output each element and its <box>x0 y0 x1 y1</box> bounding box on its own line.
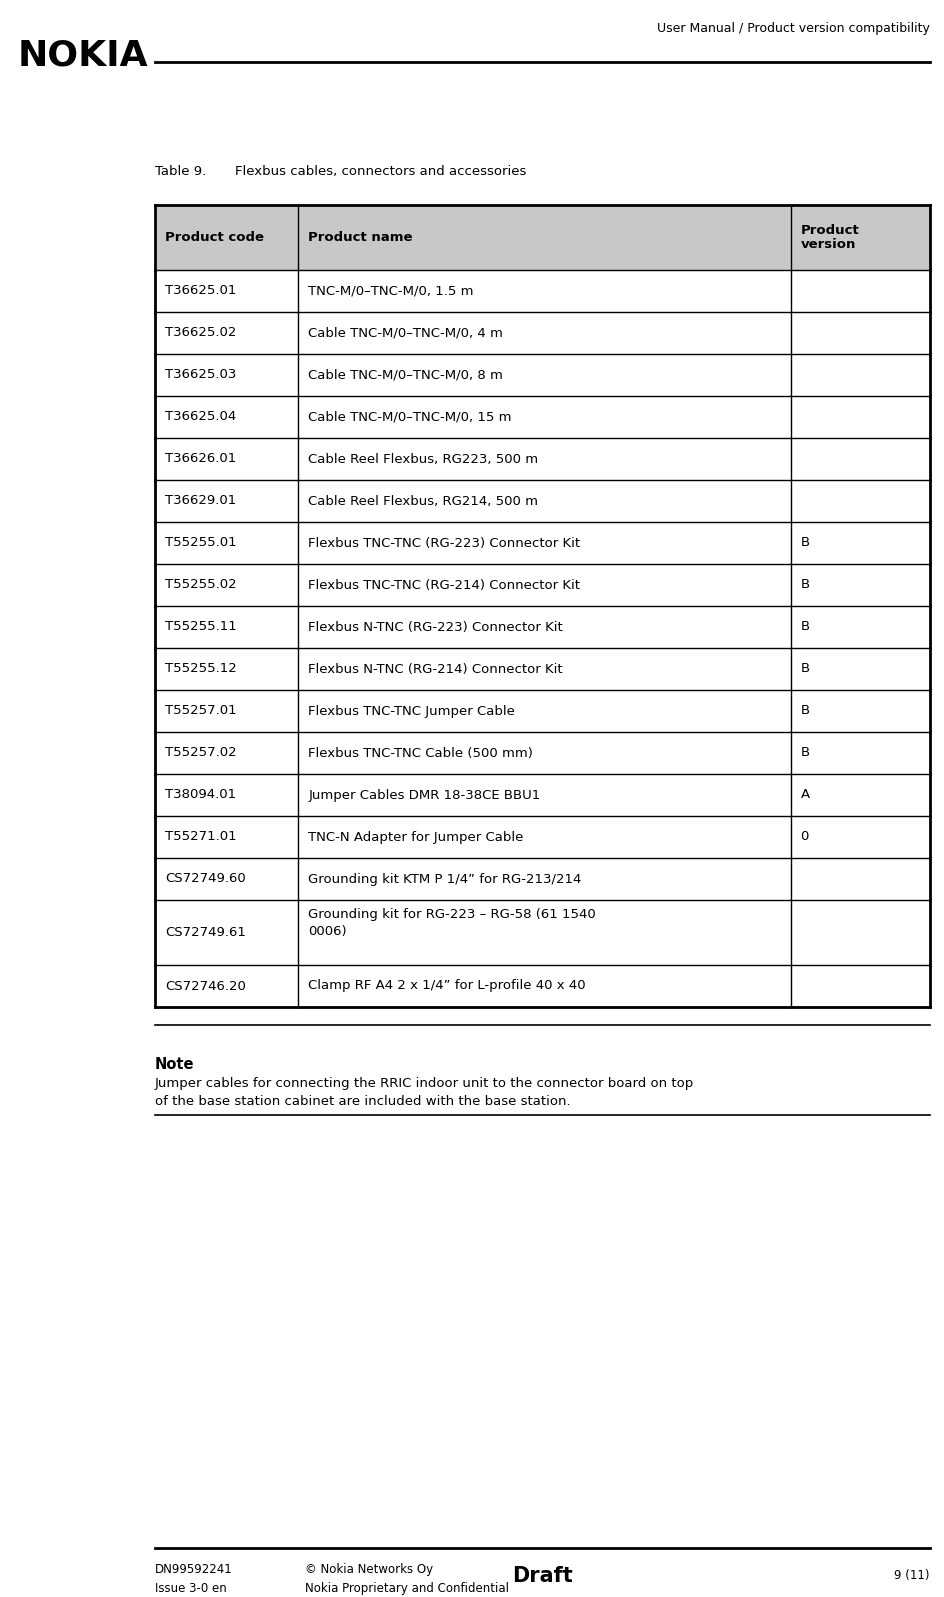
Text: Flexbus cables, connectors and accessories: Flexbus cables, connectors and accessori… <box>235 164 527 177</box>
Text: Note: Note <box>155 1057 194 1072</box>
Text: B: B <box>801 663 810 676</box>
Text: T55255.01: T55255.01 <box>165 537 237 549</box>
Text: DN99592241: DN99592241 <box>155 1563 233 1576</box>
Text: Flexbus TNC-TNC Cable (500 mm): Flexbus TNC-TNC Cable (500 mm) <box>309 746 533 760</box>
Text: Product name: Product name <box>309 232 413 244</box>
Text: T36625.02: T36625.02 <box>165 326 236 340</box>
Text: Nokia Proprietary and Confidential: Nokia Proprietary and Confidential <box>305 1583 509 1595</box>
Text: Clamp RF A4 2 x 1/4” for L-profile 40 x 40: Clamp RF A4 2 x 1/4” for L-profile 40 x … <box>309 979 586 992</box>
Text: Table 9.: Table 9. <box>155 164 206 177</box>
Text: T38094.01: T38094.01 <box>165 789 236 802</box>
Text: A: A <box>801 789 810 802</box>
Text: T36629.01: T36629.01 <box>165 495 236 508</box>
Bar <box>155 204 930 270</box>
Text: Cable TNC-M/0–TNC-M/0, 4 m: Cable TNC-M/0–TNC-M/0, 4 m <box>309 326 503 340</box>
Text: Cable TNC-M/0–TNC-M/0, 15 m: Cable TNC-M/0–TNC-M/0, 15 m <box>309 410 512 423</box>
Text: 9 (11): 9 (11) <box>895 1568 930 1583</box>
Text: T36626.01: T36626.01 <box>165 452 236 465</box>
Text: CS72749.60: CS72749.60 <box>165 872 245 885</box>
Text: T36625.03: T36625.03 <box>165 369 236 382</box>
Text: Product
version: Product version <box>801 224 859 251</box>
Text: T55271.01: T55271.01 <box>165 830 237 843</box>
Text: B: B <box>801 746 810 760</box>
Text: Flexbus TNC-TNC (RG-214) Connector Kit: Flexbus TNC-TNC (RG-214) Connector Kit <box>309 578 581 591</box>
Text: B: B <box>801 537 810 549</box>
Text: B: B <box>801 578 810 591</box>
Text: CS72746.20: CS72746.20 <box>165 979 245 992</box>
Text: User Manual / Product version compatibility: User Manual / Product version compatibil… <box>657 22 930 35</box>
Text: Cable Reel Flexbus, RG214, 500 m: Cable Reel Flexbus, RG214, 500 m <box>309 495 538 508</box>
Text: T36625.04: T36625.04 <box>165 410 236 423</box>
Text: Jumper Cables DMR 18-38CE BBU1: Jumper Cables DMR 18-38CE BBU1 <box>309 789 541 802</box>
Text: Grounding kit for RG-223 – RG-58 (61 1540
0006): Grounding kit for RG-223 – RG-58 (61 154… <box>309 909 596 937</box>
Text: B: B <box>801 704 810 717</box>
Text: B: B <box>801 621 810 634</box>
Text: 0: 0 <box>801 830 809 843</box>
Text: TNC-M/0–TNC-M/0, 1.5 m: TNC-M/0–TNC-M/0, 1.5 m <box>309 284 474 297</box>
Text: Grounding kit KTM P 1/4” for RG-213/214: Grounding kit KTM P 1/4” for RG-213/214 <box>309 872 582 885</box>
Text: Cable TNC-M/0–TNC-M/0, 8 m: Cable TNC-M/0–TNC-M/0, 8 m <box>309 369 503 382</box>
Text: T36625.01: T36625.01 <box>165 284 236 297</box>
Text: Product code: Product code <box>165 232 264 244</box>
Text: Issue 3-0 en: Issue 3-0 en <box>155 1583 227 1595</box>
Text: Flexbus N-TNC (RG-214) Connector Kit: Flexbus N-TNC (RG-214) Connector Kit <box>309 663 563 676</box>
Text: Flexbus TNC-TNC (RG-223) Connector Kit: Flexbus TNC-TNC (RG-223) Connector Kit <box>309 537 581 549</box>
Text: Flexbus N-TNC (RG-223) Connector Kit: Flexbus N-TNC (RG-223) Connector Kit <box>309 621 564 634</box>
Text: Jumper cables for connecting the RRIC indoor unit to the connector board on top
: Jumper cables for connecting the RRIC in… <box>155 1076 694 1108</box>
Text: T55257.02: T55257.02 <box>165 746 237 760</box>
Text: T55255.11: T55255.11 <box>165 621 237 634</box>
Text: NOKIA: NOKIA <box>18 38 148 72</box>
Text: TNC-N Adapter for Jumper Cable: TNC-N Adapter for Jumper Cable <box>309 830 524 843</box>
Text: Flexbus TNC-TNC Jumper Cable: Flexbus TNC-TNC Jumper Cable <box>309 704 515 717</box>
Text: T55257.01: T55257.01 <box>165 704 237 717</box>
Text: T55255.02: T55255.02 <box>165 578 237 591</box>
Text: CS72749.61: CS72749.61 <box>165 926 245 939</box>
Text: Draft: Draft <box>513 1565 573 1586</box>
Text: T55255.12: T55255.12 <box>165 663 237 676</box>
Text: © Nokia Networks Oy: © Nokia Networks Oy <box>305 1563 433 1576</box>
Text: Cable Reel Flexbus, RG223, 500 m: Cable Reel Flexbus, RG223, 500 m <box>309 452 538 465</box>
